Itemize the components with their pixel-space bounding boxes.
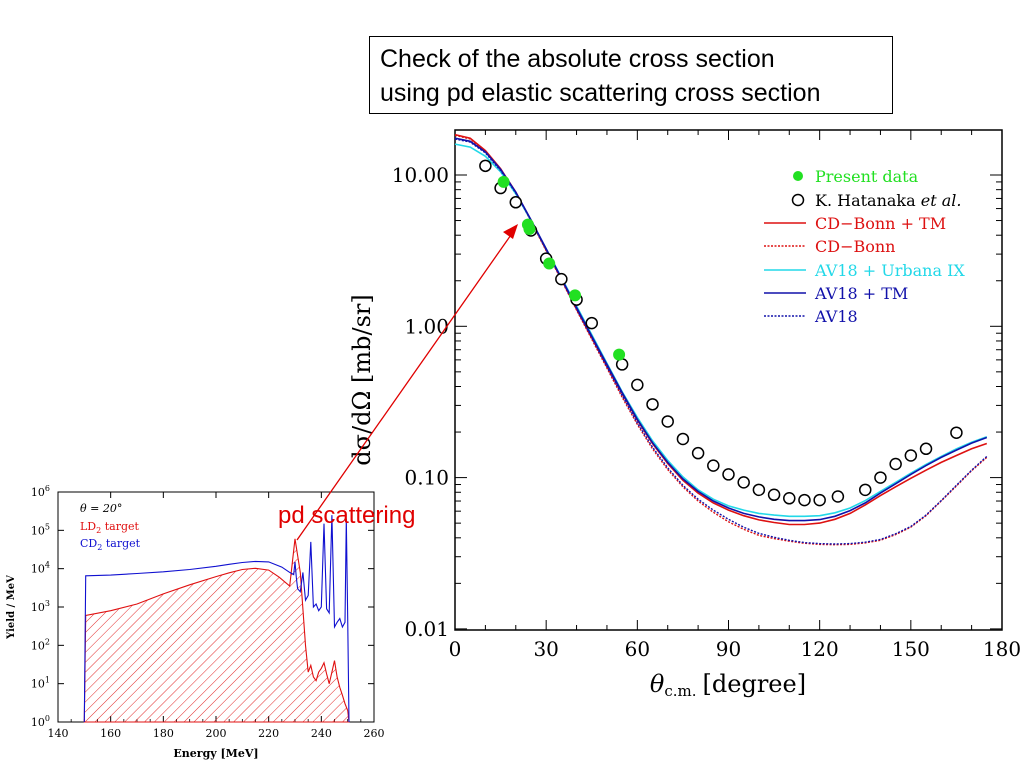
inset-y-tick-label: 103 bbox=[31, 599, 50, 614]
hatanaka-point bbox=[722, 468, 735, 481]
inset-y-tick-label: 102 bbox=[31, 637, 50, 652]
legend-cd-bonn-tm: CD−Bonn + TM bbox=[815, 214, 946, 233]
inset-y-axis-label: Yield / MeV bbox=[6, 575, 17, 640]
title-line-2: using pd elastic scattering cross sectio… bbox=[380, 79, 821, 107]
hatanaka-point bbox=[783, 492, 796, 505]
y-tick-label: 10.00 bbox=[392, 163, 449, 187]
hatanaka-point bbox=[646, 398, 659, 411]
cd2-spectrum bbox=[83, 515, 350, 723]
hatanaka-point bbox=[661, 415, 674, 428]
hatanaka-point bbox=[676, 432, 690, 446]
inset-x-axis-label: Energy [MeV] bbox=[173, 747, 258, 760]
inset-spectra bbox=[83, 515, 350, 723]
legend-cd-bonn: CD−Bonn bbox=[815, 237, 895, 256]
legend-marker-present bbox=[793, 171, 803, 181]
inset-x-tick-label: 180 bbox=[153, 727, 174, 740]
curve-av18 bbox=[454, 138, 988, 545]
ld2-spectrum bbox=[83, 538, 350, 723]
hatanaka-point bbox=[831, 490, 845, 503]
legend-av18-urbana: AV18 + Urbana IX bbox=[814, 261, 965, 280]
legend-marker-hatanaka bbox=[791, 193, 805, 207]
inset-y-tick-label: 106 bbox=[31, 484, 50, 499]
hatanaka-point bbox=[889, 457, 902, 471]
legend-av18-tm: AV18 + TM bbox=[814, 284, 908, 303]
x-tick-label: 180 bbox=[983, 637, 1021, 661]
inset-y-tick-label: 104 bbox=[31, 561, 50, 576]
hatanaka-point bbox=[707, 459, 720, 472]
present-data-point bbox=[569, 289, 582, 302]
hatanaka-point bbox=[859, 483, 872, 497]
title-line-1: Check of the absolute cross section bbox=[380, 45, 775, 73]
present-data-point bbox=[497, 175, 510, 188]
pd-scattering-label: pd scattering bbox=[278, 502, 416, 529]
cross-section-chart: 0 30 60 90 120 150 180 10.00 1.00 0.10 0.01 Presen… bbox=[348, 129, 1021, 700]
legend-hatanaka: K. Hatanaka et al. bbox=[815, 191, 961, 210]
inset-y-tick-label: 101 bbox=[31, 676, 50, 691]
hatanaka-point bbox=[767, 488, 781, 502]
inset-x-tick-label: 240 bbox=[311, 727, 332, 740]
inset-tick-labels: 140 160 180 200 220 240 260 100 101 102 103 104 105 1… bbox=[31, 484, 385, 740]
data-points bbox=[479, 159, 963, 507]
x-tick-label: 30 bbox=[533, 637, 558, 661]
present-data-point bbox=[523, 222, 536, 235]
legend-av18: AV18 bbox=[814, 307, 858, 326]
y-tick-label: 0.10 bbox=[404, 466, 449, 490]
inset-x-tick-label: 200 bbox=[206, 727, 227, 740]
hatanaka-point bbox=[479, 159, 492, 173]
x-tick-label: 150 bbox=[892, 637, 930, 661]
inset-legend-angle: θ = 20° bbox=[80, 502, 122, 515]
hatanaka-point bbox=[798, 493, 811, 507]
y-tick-label: 1.00 bbox=[404, 314, 449, 338]
inset-legend-cd2: CD2 target bbox=[80, 537, 141, 552]
present-data-point bbox=[613, 348, 626, 361]
hatanaka-point bbox=[555, 272, 568, 286]
hatanaka-point bbox=[904, 449, 918, 462]
curve-cd-bonn bbox=[454, 134, 988, 546]
inset-y-tick-label: 100 bbox=[31, 714, 50, 729]
hatanaka-point bbox=[813, 493, 826, 507]
x-tick-label: 120 bbox=[801, 637, 839, 661]
inset-legend-ld2: LD2 target bbox=[80, 520, 140, 535]
x-tick-label: 90 bbox=[716, 637, 741, 661]
x-tick-label: 0 bbox=[449, 637, 462, 661]
tick-labels: 0 30 60 90 120 150 180 10.00 1.00 0.10 0.01 bbox=[392, 163, 1021, 661]
hatanaka-point bbox=[919, 442, 933, 456]
y-tick-label: 0.01 bbox=[404, 617, 449, 641]
hatanaka-point bbox=[950, 426, 963, 439]
curve-av18-tm bbox=[454, 137, 988, 522]
present-data-point bbox=[543, 257, 556, 270]
inset-x-tick-label: 160 bbox=[100, 727, 121, 740]
legend-present-data: Present data bbox=[815, 167, 919, 186]
legend: Present data K. Hatanaka et al. CD−Bonn … bbox=[764, 167, 965, 326]
hatanaka-point bbox=[874, 471, 887, 484]
hatanaka-point bbox=[631, 378, 644, 392]
x-tick-label: 60 bbox=[625, 637, 650, 661]
hatanaka-point bbox=[691, 446, 705, 460]
hatanaka-point bbox=[585, 316, 598, 330]
inset-x-tick-label: 260 bbox=[364, 727, 385, 740]
inset-x-tick-label: 220 bbox=[258, 727, 279, 740]
hatanaka-point bbox=[509, 196, 523, 209]
inset-y-tick-label: 105 bbox=[31, 522, 50, 537]
x-axis-label: θc.m. [degree] bbox=[650, 670, 806, 700]
y-axis-label: dσ/dΩ [mb/sr] bbox=[348, 294, 376, 465]
theory-curves bbox=[454, 133, 988, 546]
hatanaka-point bbox=[752, 483, 766, 497]
inset-x-tick-label: 140 bbox=[48, 727, 69, 740]
hatanaka-point bbox=[737, 476, 750, 489]
title-box: Check of the absolute cross section usin… bbox=[369, 36, 893, 114]
